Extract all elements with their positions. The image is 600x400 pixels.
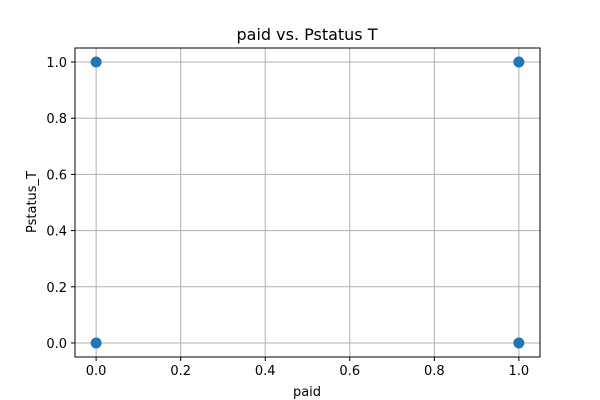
y-tick-label: 0.8 [46, 112, 67, 127]
y-tick-label: 0.4 [46, 225, 67, 240]
data-point [90, 337, 102, 349]
chart-title: paid vs. Pstatus T [236, 25, 377, 44]
y-axis-ticks: 0.0 0.2 0.4 0.6 0.8 1.0 [46, 56, 75, 352]
x-tick-label: 0.8 [424, 364, 445, 379]
y-tick-label: 0.6 [46, 168, 67, 183]
data-point [513, 337, 525, 349]
y-tick-label: 0.2 [46, 281, 67, 296]
x-tick-label: 0.4 [255, 364, 276, 379]
y-tick-label: 0.0 [46, 337, 67, 352]
y-axis-label: Pstatus_T [25, 171, 40, 233]
data-points [90, 56, 525, 349]
x-tick-label: 1.0 [509, 364, 530, 379]
data-point [513, 56, 525, 68]
x-tick-label: 0.6 [339, 364, 360, 379]
y-tick-label: 1.0 [46, 56, 67, 71]
x-axis-label: paid [293, 385, 321, 400]
grid-lines [75, 48, 540, 357]
plot-frame [74, 47, 541, 358]
x-tick-label: 0.0 [86, 364, 107, 379]
x-axis-ticks: 0.0 0.2 0.4 0.6 0.8 1.0 [86, 357, 529, 379]
x-tick-label: 0.2 [170, 364, 191, 379]
data-point [90, 56, 102, 68]
